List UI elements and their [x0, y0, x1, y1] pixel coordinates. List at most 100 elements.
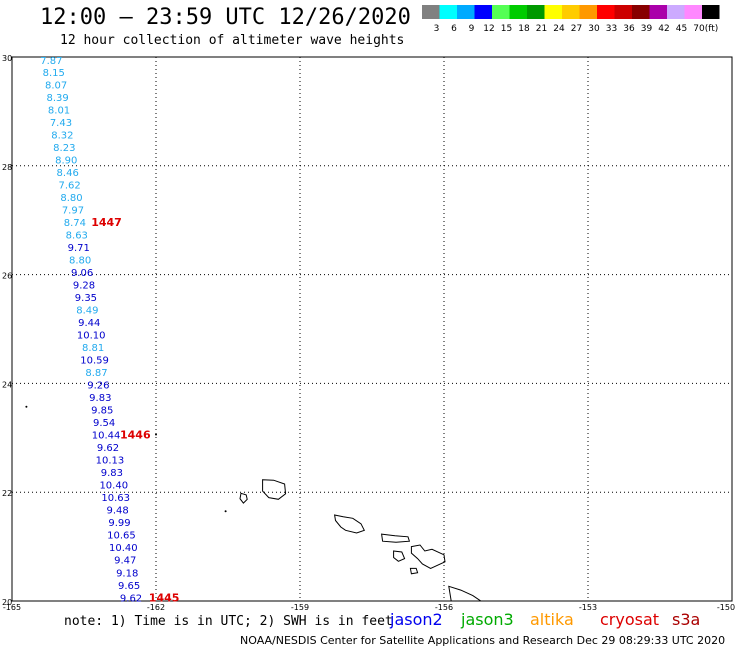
legend-label: 30	[588, 24, 600, 34]
coastline-group	[239, 479, 482, 601]
lon-tick-label: -153	[579, 603, 597, 612]
swh-value-label: 8.39	[46, 93, 68, 104]
satellite-jason2-label: jason2	[390, 610, 443, 629]
lon-tick-label: -150	[717, 603, 735, 612]
swh-value-label: 9.62	[97, 443, 119, 454]
legend-swatch	[649, 5, 667, 19]
legend-swatch	[684, 5, 702, 19]
legend-label: (ft)	[705, 24, 719, 34]
island-niihau	[239, 492, 248, 504]
satellite-cryosat-label: cryosat	[600, 610, 660, 629]
swh-value-label: 8.46	[57, 168, 79, 179]
swh-value-label: 10.63	[101, 493, 130, 504]
color-legend: 3 6 9 12 15 18 21 24 27 30 33 36 39 42 45 70 (ft)	[422, 5, 720, 34]
legend-swatch	[509, 5, 527, 19]
satellite-s3a-label: s3a	[672, 610, 701, 629]
swh-value-label: 7.62	[58, 180, 80, 191]
swh-value-label: 9.71	[68, 243, 90, 254]
island-maui	[410, 544, 446, 569]
page-title: 12:00 – 23:59 UTC 12/26/2020	[40, 5, 411, 30]
swh-value-label: 8.80	[69, 255, 91, 266]
swh-value-label: 8.90	[55, 155, 77, 166]
legend-label: 45	[676, 24, 687, 34]
legend-label: 27	[571, 24, 582, 34]
lon-tick-label: -156	[435, 603, 453, 612]
swh-value-label: 10.65	[107, 531, 136, 542]
island-molokai	[381, 533, 411, 543]
swh-value-label: 9.18	[116, 568, 138, 579]
time-marker-label: 1445	[149, 591, 180, 604]
swh-value-label: 9.65	[118, 581, 140, 592]
legend-label: 12	[483, 24, 494, 34]
island-oahu	[333, 514, 366, 534]
legend-swatch	[562, 5, 580, 19]
legend-swatch	[527, 5, 545, 19]
lat-tick-label: 28	[2, 163, 12, 172]
swh-value-label: 9.26	[87, 381, 109, 392]
legend-swatch	[632, 5, 650, 19]
swh-value-label: 9.47	[114, 556, 136, 567]
swh-value-label: 9.99	[108, 518, 130, 529]
swh-value-label: 8.81	[82, 343, 104, 354]
legend-swatch	[457, 5, 475, 19]
swh-value-label: 8.15	[43, 68, 65, 79]
lat-tick-label: 20	[2, 598, 12, 607]
swh-value-label: 9.06	[71, 268, 93, 279]
legend-label: 36	[623, 24, 635, 34]
swh-value-label: 9.83	[89, 393, 111, 404]
time-marker-label: 1446	[120, 429, 151, 442]
legend-swatch	[667, 5, 685, 19]
legend-label: 3	[434, 24, 440, 34]
swh-value-label: 10.40	[99, 481, 128, 492]
swh-value-label: 9.85	[91, 406, 113, 417]
swh-value-label: 7.43	[50, 118, 72, 129]
map-area: 30 28 26 24 22 20-165 -162 -159 -156 -153 -150 7.87…	[2, 54, 735, 612]
legend-swatch	[579, 5, 597, 19]
swh-value-label: 7.97	[62, 205, 84, 216]
swh-value-label: 9.35	[75, 293, 97, 304]
legend-label: 33	[606, 24, 617, 34]
legend-label: 6	[451, 24, 457, 34]
swh-value-label: 9.48	[106, 506, 128, 517]
legend-label: 70	[693, 24, 705, 34]
page-subtitle: 12 hour collection of altimeter wave hei…	[60, 33, 405, 48]
islet-dot	[224, 510, 227, 513]
swh-value-label: 9.62	[120, 593, 142, 604]
legend-label: 21	[536, 24, 547, 34]
islet-dot	[25, 405, 28, 408]
legend-label: 18	[518, 24, 530, 34]
island-lanai	[393, 550, 406, 562]
island-kauai	[262, 479, 287, 500]
swh-value-label: 9.28	[73, 280, 95, 291]
legend-label: 24	[553, 24, 565, 34]
swh-value-label: 8.32	[51, 130, 73, 141]
lon-tick-label: -159	[291, 603, 309, 612]
swh-value-label: 8.80	[60, 193, 82, 204]
swh-value-label: 10.40	[109, 543, 138, 554]
legend-swatch	[544, 5, 562, 19]
legend-label: 42	[658, 24, 669, 34]
legend-swatch	[614, 5, 632, 19]
islet-dot	[155, 433, 157, 436]
legend-label: 9	[469, 24, 475, 34]
swh-value-label: 8.07	[45, 80, 67, 91]
legend-label: 39	[641, 24, 653, 34]
swh-value-label: 9.54	[93, 418, 115, 429]
swh-value-label: 10.13	[96, 456, 125, 467]
swh-value-label: 8.87	[85, 368, 107, 379]
swh-value-label: 9.83	[101, 468, 123, 479]
swh-value-label: 8.23	[53, 143, 75, 154]
swh-value-label: 10.44	[92, 431, 121, 442]
swh-value-label: 10.10	[77, 331, 106, 342]
swh-value-label: 9.44	[78, 318, 100, 329]
lat-tick-label: 24	[2, 380, 12, 389]
lat-tick-label: 22	[2, 489, 12, 498]
legend-label: 15	[501, 24, 512, 34]
legend-swatch	[702, 5, 720, 19]
legend-swatch	[492, 5, 510, 19]
swh-value-label: 8.63	[66, 230, 88, 241]
island-hawaii	[448, 585, 482, 601]
lat-tick-label: 30	[2, 54, 12, 63]
credit-line: NOAA/NESDIS Center for Satellite Applica…	[240, 634, 726, 647]
lon-tick-label: -162	[147, 603, 165, 612]
